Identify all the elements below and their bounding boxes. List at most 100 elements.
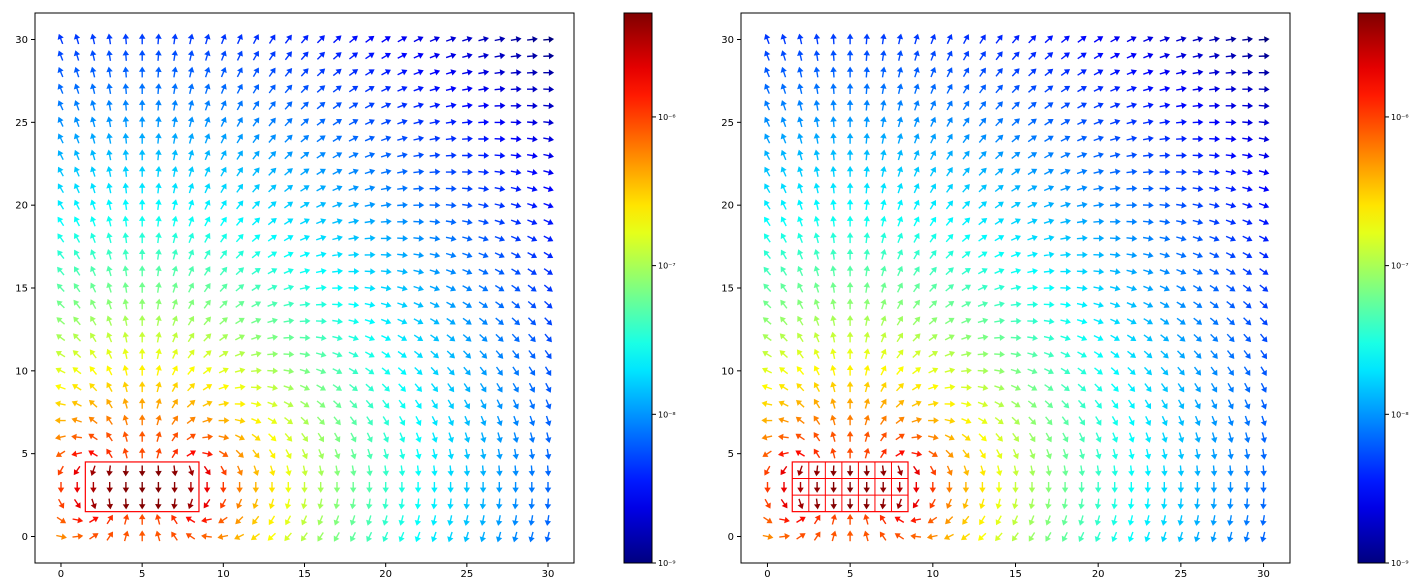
field-arrow — [1242, 168, 1253, 176]
field-arrow — [446, 301, 456, 308]
field-arrow — [510, 252, 521, 259]
field-arrow — [1077, 351, 1087, 358]
field-arrow — [996, 465, 1003, 477]
field-arrow — [762, 350, 772, 358]
field-arrow — [962, 498, 969, 510]
field-arrow — [1176, 119, 1187, 126]
field-arrow — [413, 318, 424, 325]
field-arrow — [218, 400, 230, 407]
field-arrow — [429, 85, 441, 93]
field-arrow — [880, 182, 887, 194]
field-arrow — [846, 315, 854, 326]
field-arrow — [413, 168, 425, 176]
field-arrow — [1128, 432, 1135, 443]
field-arrow — [315, 234, 327, 242]
field-arrow — [57, 116, 64, 127]
field-arrow — [913, 50, 920, 61]
field-arrow — [316, 135, 326, 143]
field-arrow — [316, 35, 325, 44]
field-arrow — [106, 298, 113, 310]
field-arrow — [138, 33, 146, 45]
field-arrow — [880, 348, 887, 359]
field-arrow — [429, 318, 440, 325]
field-arrow — [90, 182, 97, 194]
field-arrow — [1010, 268, 1022, 275]
field-arrow — [527, 185, 538, 192]
field-arrow — [762, 533, 774, 540]
field-arrow — [1244, 432, 1251, 443]
field-arrow — [462, 202, 473, 209]
field-arrow — [1193, 350, 1202, 359]
field-arrow — [528, 366, 536, 376]
field-arrow — [913, 149, 920, 161]
field-arrow — [946, 117, 953, 127]
field-arrow — [1145, 415, 1152, 426]
field-arrow — [1093, 218, 1105, 225]
field-arrow — [315, 301, 327, 308]
field-arrow — [1159, 52, 1171, 59]
field-arrow — [138, 364, 146, 376]
field-arrow — [56, 516, 67, 524]
field-arrow — [267, 251, 278, 258]
field-arrow — [478, 218, 489, 226]
field-arrow — [366, 448, 373, 460]
x-tick-label: 20 — [379, 569, 392, 580]
field-arrow — [1242, 119, 1254, 126]
colorbar-tick-label: 10⁻⁸ — [658, 410, 676, 419]
field-arrow — [187, 99, 195, 111]
field-arrow — [186, 433, 196, 441]
field-arrow — [510, 52, 522, 60]
field-arrow — [382, 399, 390, 409]
field-arrow — [300, 101, 309, 110]
field-arrow — [317, 482, 324, 493]
field-arrow — [267, 234, 277, 242]
field-arrow — [1095, 432, 1102, 443]
field-arrow — [929, 199, 936, 210]
field-arrow — [203, 299, 211, 309]
field-arrow — [1027, 118, 1037, 126]
field-arrow — [1193, 531, 1201, 543]
field-arrow — [913, 183, 920, 194]
field-arrow — [73, 50, 81, 61]
field-arrow — [350, 465, 357, 477]
field-arrow — [414, 515, 422, 526]
field-arrow — [1259, 317, 1268, 326]
field-arrow — [397, 52, 408, 59]
field-arrow — [187, 383, 195, 392]
field-arrow — [830, 83, 837, 94]
field-arrow — [122, 331, 129, 343]
field-arrow — [813, 432, 821, 442]
field-arrow — [447, 482, 454, 493]
field-arrow — [122, 265, 130, 277]
field-arrow — [106, 215, 113, 227]
field-arrow — [928, 300, 938, 309]
field-arrow — [1160, 383, 1168, 393]
field-arrow — [138, 265, 146, 277]
field-arrow — [1111, 465, 1119, 477]
colorbar-gradient — [1357, 12, 1386, 564]
field-arrow — [1076, 235, 1088, 242]
field-arrow — [780, 316, 788, 326]
field-arrow — [71, 400, 82, 407]
field-arrow — [171, 498, 178, 510]
field-arrow — [429, 52, 441, 59]
field-arrow — [462, 185, 473, 192]
field-arrow — [90, 149, 97, 161]
field-arrow — [1159, 168, 1171, 176]
field-arrow — [813, 382, 821, 392]
field-arrow — [236, 33, 243, 45]
field-arrow — [813, 298, 820, 310]
field-arrow — [413, 268, 425, 275]
field-arrow — [220, 33, 227, 45]
field-arrow — [315, 351, 327, 358]
field-arrow — [830, 315, 837, 326]
field-arrow — [1093, 168, 1105, 175]
field-arrow — [447, 383, 455, 393]
field-arrow — [252, 498, 259, 510]
field-arrow — [366, 498, 373, 510]
field-arrow — [1159, 235, 1171, 242]
field-arrow — [366, 416, 373, 426]
field-arrow — [846, 414, 854, 426]
field-arrow — [1094, 515, 1102, 526]
field-arrow — [830, 33, 837, 45]
